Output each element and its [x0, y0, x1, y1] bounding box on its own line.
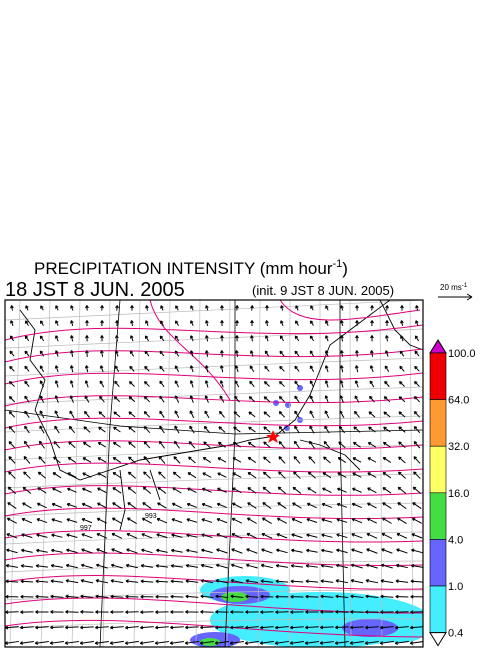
- contour-label: 993: [145, 513, 157, 520]
- colorbar-segment: [429, 585, 447, 633]
- location-star: [266, 430, 280, 443]
- colorbar-segment: [429, 399, 447, 447]
- colorbar-label: 100.0: [448, 348, 476, 360]
- colorbar-segment: [429, 352, 447, 400]
- colorbar-label: 64.0: [448, 395, 469, 407]
- map-area: 997 993: [5, 300, 423, 647]
- colorbar-label: 32.0: [448, 441, 469, 453]
- reference-vector-exponent: -1: [462, 283, 468, 289]
- precip-area: [342, 619, 398, 637]
- map-frame: [4, 299, 424, 648]
- title: PRECIPITATION INTENSITY (mm hour-1): [34, 258, 348, 278]
- title-close: ): [342, 259, 348, 278]
- coastline: [19, 300, 423, 531]
- colorbar-label: 0.4: [448, 628, 463, 640]
- colorbar-label: 4.0: [448, 534, 463, 546]
- wind-vectors: [5, 305, 423, 645]
- reference-vector-text: 20 ms: [440, 283, 462, 292]
- colorbar-segment: [429, 492, 447, 540]
- title-text: PRECIPITATION INTENSITY (mm hour: [34, 259, 333, 278]
- colorbar-over: [429, 339, 447, 354]
- colorbar-label: 1.0: [448, 581, 463, 593]
- colorbar-segment: [429, 539, 447, 587]
- title-exponent: -1: [332, 258, 342, 270]
- contour-label: 997: [80, 525, 92, 532]
- reference-vector-label: 20 ms-1: [440, 283, 468, 292]
- precip-area: [284, 425, 290, 431]
- colorbar-segment: [429, 445, 447, 494]
- reference-vector-head: [466, 293, 473, 301]
- init-time: (init. 9 JST 8 JUN. 2005): [252, 283, 394, 298]
- colorbar-label: 16.0: [448, 488, 469, 500]
- colorbar-under: [429, 632, 447, 647]
- precip-area: [273, 400, 279, 406]
- valid-time: 18 JST 8 JUN. 2005: [5, 279, 185, 301]
- colorbar: 100.0 64.0 32.0 16.0 4.0 1.0 0.4: [429, 339, 476, 647]
